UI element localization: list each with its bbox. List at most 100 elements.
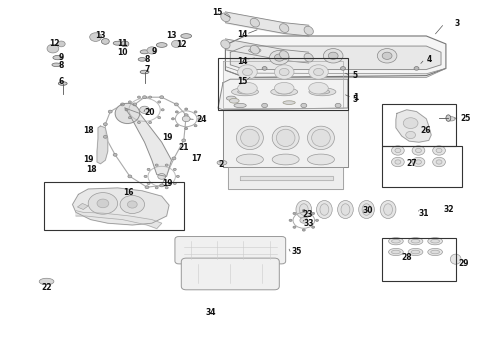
Bar [382, 146, 462, 187]
Ellipse shape [389, 238, 403, 245]
Circle shape [279, 68, 289, 76]
Ellipse shape [138, 58, 146, 61]
Circle shape [194, 125, 197, 127]
Circle shape [323, 49, 343, 63]
Ellipse shape [229, 99, 239, 103]
Circle shape [341, 67, 345, 70]
Ellipse shape [280, 51, 289, 59]
Ellipse shape [309, 82, 328, 94]
Text: 9: 9 [152, 47, 157, 56]
Bar [382, 104, 456, 146]
Ellipse shape [237, 126, 264, 150]
Circle shape [175, 125, 178, 127]
Ellipse shape [272, 154, 299, 165]
Ellipse shape [315, 90, 330, 94]
Text: 18: 18 [86, 165, 97, 174]
Ellipse shape [241, 129, 259, 147]
Circle shape [148, 96, 151, 98]
Ellipse shape [408, 248, 423, 256]
Text: 8: 8 [59, 61, 64, 70]
Text: 14: 14 [237, 57, 247, 66]
Circle shape [97, 199, 109, 208]
Text: 32: 32 [443, 205, 454, 214]
Ellipse shape [274, 82, 294, 94]
Circle shape [145, 186, 149, 189]
Circle shape [433, 146, 445, 155]
Circle shape [395, 148, 401, 153]
Circle shape [182, 116, 190, 122]
Circle shape [289, 219, 292, 221]
Circle shape [140, 106, 149, 113]
Text: 30: 30 [363, 206, 373, 215]
Circle shape [121, 41, 129, 47]
Circle shape [314, 68, 323, 76]
Circle shape [138, 121, 141, 123]
Ellipse shape [234, 103, 246, 108]
Bar [382, 238, 456, 281]
Circle shape [121, 103, 124, 106]
Circle shape [301, 103, 307, 108]
Ellipse shape [428, 238, 442, 245]
Text: 1: 1 [353, 94, 358, 102]
Circle shape [175, 111, 178, 113]
Ellipse shape [250, 45, 259, 54]
Text: 7: 7 [145, 65, 150, 74]
Text: 15: 15 [237, 77, 247, 85]
Circle shape [108, 110, 112, 113]
Circle shape [174, 103, 178, 106]
Ellipse shape [309, 88, 336, 96]
Circle shape [161, 109, 164, 111]
Circle shape [412, 146, 425, 155]
Circle shape [147, 182, 150, 184]
Text: 10: 10 [118, 48, 128, 57]
Polygon shape [225, 67, 446, 77]
Ellipse shape [250, 18, 259, 27]
Text: 20: 20 [145, 108, 155, 117]
Polygon shape [223, 110, 348, 167]
Circle shape [395, 160, 401, 164]
Ellipse shape [140, 70, 149, 74]
Circle shape [176, 175, 179, 177]
Ellipse shape [299, 204, 308, 215]
Circle shape [335, 103, 341, 108]
Ellipse shape [276, 129, 295, 147]
Text: 27: 27 [407, 159, 417, 168]
Ellipse shape [431, 250, 440, 254]
Text: 31: 31 [419, 209, 429, 217]
Ellipse shape [362, 204, 371, 215]
Circle shape [377, 49, 397, 63]
Circle shape [412, 157, 425, 167]
Circle shape [148, 121, 151, 123]
Ellipse shape [392, 239, 400, 243]
Text: 18: 18 [83, 126, 94, 135]
Circle shape [238, 65, 257, 79]
Circle shape [165, 164, 168, 166]
FancyBboxPatch shape [175, 237, 286, 264]
Polygon shape [228, 167, 343, 189]
Text: 34: 34 [205, 308, 216, 317]
Circle shape [436, 148, 442, 153]
Text: 11: 11 [118, 39, 128, 48]
Ellipse shape [389, 248, 403, 256]
Circle shape [392, 146, 404, 155]
Ellipse shape [221, 13, 230, 22]
Circle shape [172, 118, 174, 120]
Polygon shape [225, 36, 446, 77]
Circle shape [47, 44, 59, 53]
Ellipse shape [411, 239, 420, 243]
Text: 8: 8 [145, 55, 150, 63]
Ellipse shape [304, 26, 313, 35]
Circle shape [194, 111, 197, 113]
Polygon shape [76, 211, 162, 229]
Circle shape [57, 41, 65, 47]
Circle shape [138, 96, 141, 98]
Ellipse shape [296, 201, 312, 219]
Circle shape [406, 131, 416, 139]
Circle shape [133, 103, 137, 106]
Circle shape [147, 47, 157, 54]
Ellipse shape [238, 90, 252, 94]
Circle shape [302, 229, 305, 231]
Ellipse shape [249, 48, 261, 53]
Ellipse shape [408, 238, 423, 245]
Circle shape [120, 195, 145, 213]
